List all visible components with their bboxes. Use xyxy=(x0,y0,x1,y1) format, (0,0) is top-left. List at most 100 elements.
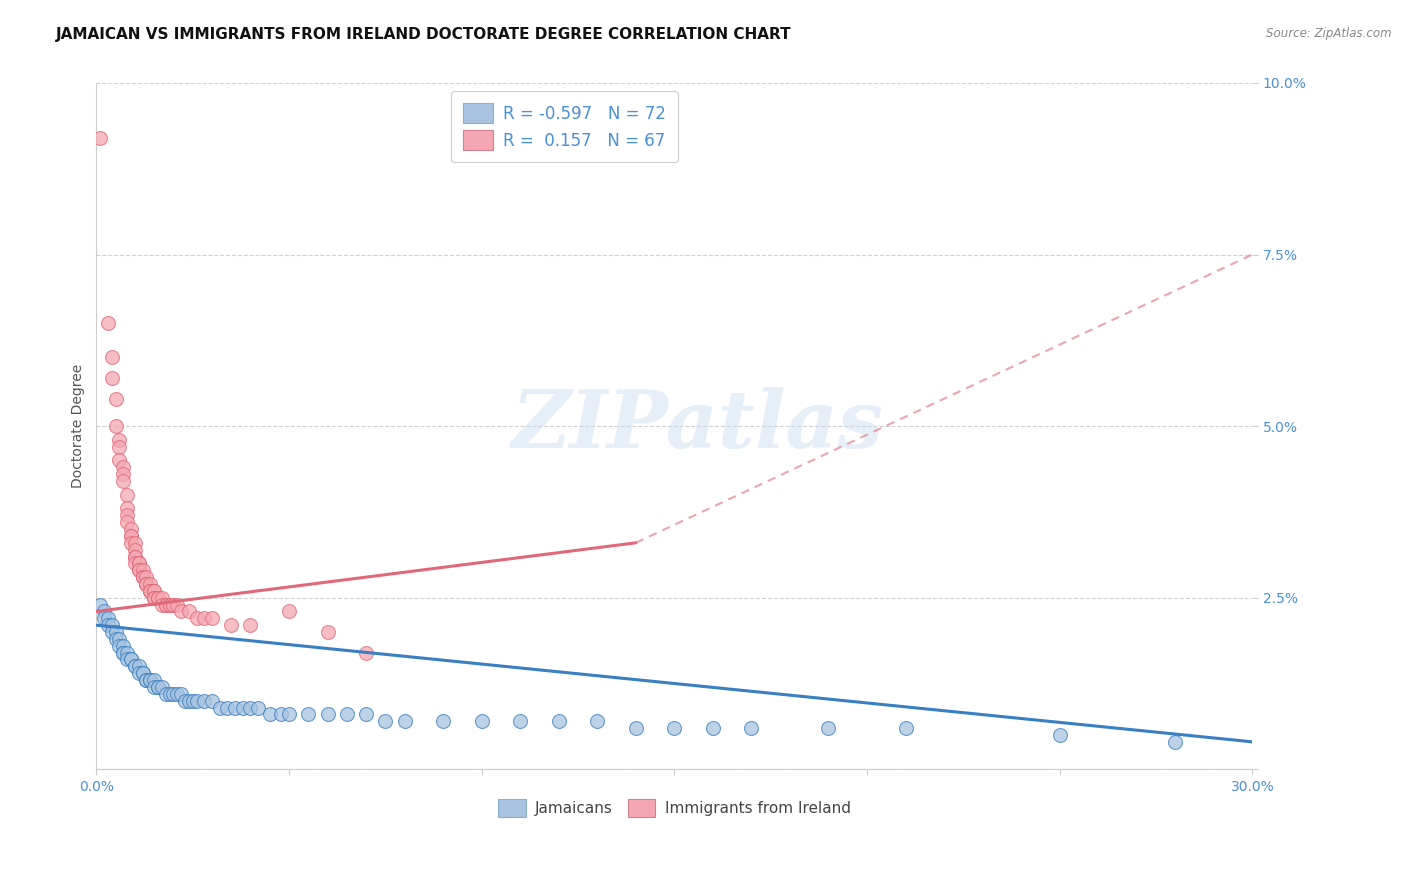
Point xyxy=(146,680,169,694)
Point xyxy=(104,419,127,434)
Point xyxy=(139,583,162,598)
Point xyxy=(112,639,135,653)
Point xyxy=(146,591,169,605)
Legend: Jamaicans, Immigrants from Ireland: Jamaicans, Immigrants from Ireland xyxy=(492,793,856,823)
Point xyxy=(131,563,153,577)
Point xyxy=(97,611,120,625)
Point xyxy=(894,721,917,735)
Point xyxy=(115,652,138,666)
Point xyxy=(150,598,173,612)
Point xyxy=(124,659,146,673)
Point xyxy=(150,680,173,694)
Point xyxy=(135,577,157,591)
Point xyxy=(89,131,111,145)
Point xyxy=(112,460,135,475)
Point xyxy=(131,666,153,681)
Point xyxy=(100,351,122,365)
Point xyxy=(247,700,270,714)
Point xyxy=(120,652,142,666)
Point xyxy=(170,687,193,701)
Point xyxy=(124,542,146,557)
Point xyxy=(115,646,138,660)
Point xyxy=(181,694,204,708)
Point xyxy=(162,598,184,612)
Point xyxy=(166,598,188,612)
Point xyxy=(586,714,609,729)
Point xyxy=(120,652,142,666)
Text: JAMAICAN VS IMMIGRANTS FROM IRELAND DOCTORATE DEGREE CORRELATION CHART: JAMAICAN VS IMMIGRANTS FROM IRELAND DOCT… xyxy=(56,27,792,42)
Point xyxy=(131,570,153,584)
Point xyxy=(124,536,146,550)
Point xyxy=(104,392,127,406)
Point xyxy=(146,591,169,605)
Point xyxy=(143,583,166,598)
Point xyxy=(177,694,200,708)
Point xyxy=(108,433,131,447)
Point xyxy=(128,659,150,673)
Point xyxy=(1164,735,1187,749)
Point xyxy=(89,598,111,612)
Point xyxy=(139,583,162,598)
Point xyxy=(124,549,146,564)
Point xyxy=(115,501,138,516)
Point xyxy=(146,680,169,694)
Point xyxy=(297,707,319,722)
Point xyxy=(278,604,301,618)
Point xyxy=(120,522,142,536)
Point xyxy=(135,673,157,687)
Point xyxy=(817,721,839,735)
Point xyxy=(124,557,146,571)
Point xyxy=(259,707,281,722)
Point xyxy=(100,371,122,385)
Point xyxy=(162,687,184,701)
Point xyxy=(124,659,146,673)
Point xyxy=(186,611,208,625)
Point xyxy=(115,488,138,502)
Point xyxy=(93,604,115,618)
Point xyxy=(186,694,208,708)
Point xyxy=(159,687,181,701)
Point xyxy=(174,694,197,708)
Point xyxy=(135,577,157,591)
Point xyxy=(166,687,188,701)
Point xyxy=(155,598,177,612)
Point xyxy=(201,611,224,625)
Point xyxy=(108,453,131,467)
Point xyxy=(143,591,166,605)
Point xyxy=(624,721,647,735)
Point xyxy=(336,707,359,722)
Point xyxy=(128,557,150,571)
Point xyxy=(112,474,135,488)
Point xyxy=(217,700,239,714)
Point xyxy=(104,632,127,646)
Point xyxy=(97,316,120,330)
Point xyxy=(112,646,135,660)
Point xyxy=(135,673,157,687)
Point xyxy=(224,700,246,714)
Point xyxy=(354,646,377,660)
Point xyxy=(104,625,127,640)
Point xyxy=(509,714,531,729)
Point xyxy=(108,639,131,653)
Text: Source: ZipAtlas.com: Source: ZipAtlas.com xyxy=(1267,27,1392,40)
Point xyxy=(128,563,150,577)
Point xyxy=(159,598,181,612)
Point xyxy=(232,700,254,714)
Point xyxy=(740,721,762,735)
Point xyxy=(155,687,177,701)
Point xyxy=(702,721,724,735)
Point xyxy=(139,673,162,687)
Point xyxy=(100,625,122,640)
Point xyxy=(124,549,146,564)
Point xyxy=(97,618,120,632)
Point xyxy=(193,611,215,625)
Point xyxy=(115,508,138,523)
Point xyxy=(239,700,262,714)
Point xyxy=(108,440,131,454)
Point xyxy=(131,570,153,584)
Point xyxy=(239,618,262,632)
Point xyxy=(135,577,157,591)
Point xyxy=(547,714,569,729)
Point xyxy=(170,604,193,618)
Point xyxy=(128,666,150,681)
